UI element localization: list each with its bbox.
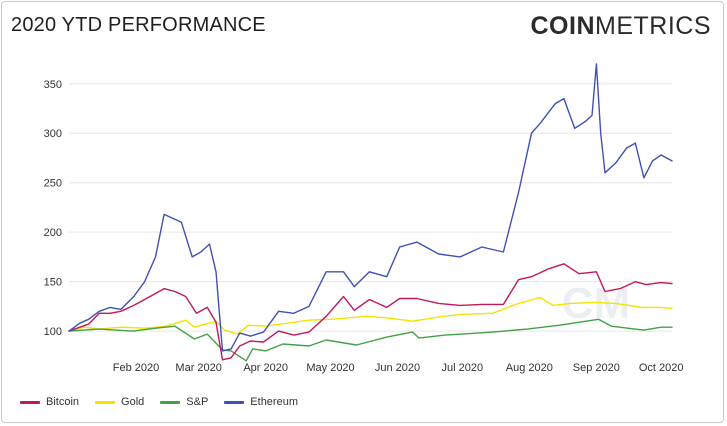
legend-item-gold[interactable]: Gold (95, 396, 144, 408)
series-group (68, 63, 673, 362)
x-tick-label: Apr 2020 (243, 362, 288, 374)
x-tick-label: Aug 2020 (506, 362, 553, 374)
legend-item-ethereum[interactable]: Ethereum (224, 396, 298, 408)
chart-grid (69, 83, 672, 332)
y-axis: 100 150 200 250 300 350 (44, 79, 62, 338)
y-tick-label: 100 (44, 326, 62, 338)
x-tick-label: Jul 2020 (442, 362, 484, 374)
x-axis: Feb 2020 Mar 2020 Apr 2020 May 2020 Jun 2020… (113, 362, 684, 374)
y-tick-label: 200 (44, 227, 62, 239)
legend-label: Gold (121, 396, 145, 408)
x-tick-label: Oct 2020 (639, 362, 684, 374)
legend-swatch (224, 400, 245, 404)
y-tick-label: 350 (44, 79, 62, 91)
y-tick-label: 150 (44, 277, 62, 289)
legend-label: Bitcoin (46, 396, 80, 408)
series-line-ethereum (68, 63, 673, 352)
chart-legend: Bitcoin Gold S&P Ethereum (20, 396, 298, 408)
legend-swatch (160, 400, 181, 404)
brand-logo: COINMETRICS (531, 12, 712, 41)
x-tick-label: Sep 2020 (573, 362, 620, 374)
chart-title: 2020 YTD PERFORMANCE (11, 14, 266, 36)
brand-logo-light: METRICS (595, 12, 711, 40)
legend-label: S&P (186, 396, 209, 408)
x-tick-label: Mar 2020 (175, 362, 221, 374)
y-tick-label: 250 (44, 178, 62, 190)
series-line-bitcoin (68, 263, 673, 361)
legend-item-bitcoin[interactable]: Bitcoin (20, 396, 79, 408)
y-tick-label: 300 (44, 128, 62, 140)
legend-item-sp[interactable]: S&P (160, 396, 208, 408)
x-tick-label: May 2020 (306, 362, 354, 374)
legend-swatch (20, 400, 40, 404)
series-line-gold (68, 296, 673, 335)
brand-logo-bold: COIN (530, 12, 595, 40)
x-tick-label: Feb 2020 (113, 362, 159, 374)
legend-label: Ethereum (250, 396, 298, 408)
x-tick-label: Jun 2020 (375, 362, 420, 374)
series-line-sp (68, 318, 673, 362)
legend-swatch (95, 400, 116, 404)
